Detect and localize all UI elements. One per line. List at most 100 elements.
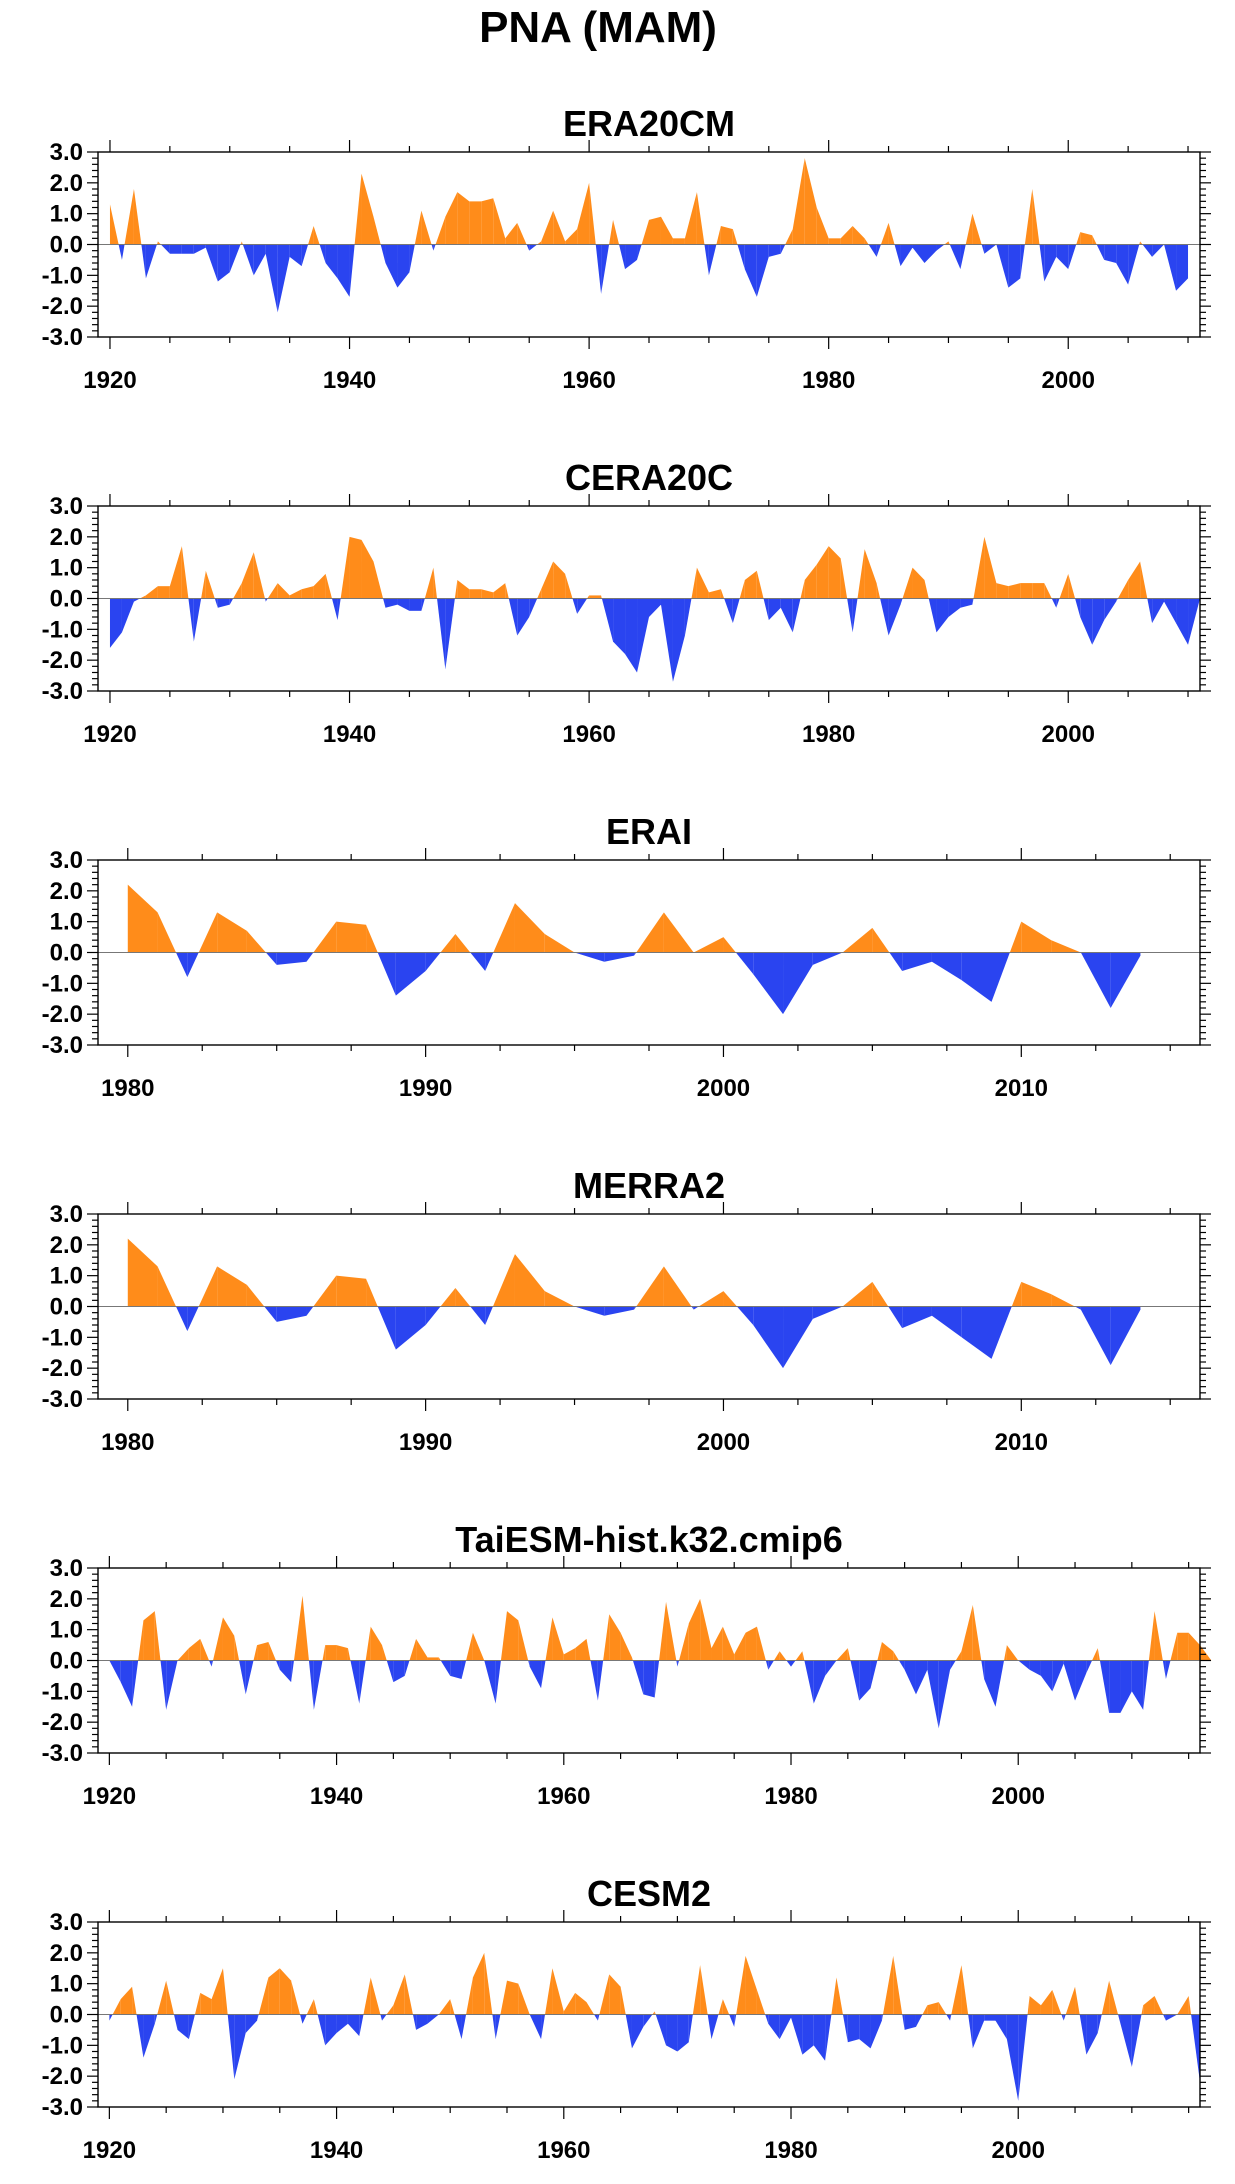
area-segment (484, 1660, 496, 1704)
x-tick-label: 2000 (697, 1429, 750, 1456)
area-segment (603, 1614, 610, 1661)
area-segment (177, 2014, 189, 2040)
area-segment (454, 580, 458, 599)
area-segment (198, 912, 218, 953)
area-segment (1116, 244, 1129, 285)
area-segment (586, 2002, 595, 2015)
area-segment (1120, 2014, 1132, 2067)
area-segment (217, 244, 230, 282)
area-segment (160, 1660, 167, 1710)
area-segment (780, 244, 786, 254)
x-tick-label: 1980 (764, 2137, 817, 2164)
area-segment (679, 1623, 689, 1661)
area-segment (397, 244, 410, 288)
area-segment (938, 1660, 951, 1729)
area-segment (1051, 598, 1057, 608)
area-segment (427, 2014, 439, 2024)
area-segment (688, 1598, 701, 1661)
area-segment (880, 222, 889, 245)
area-segment (684, 192, 697, 245)
area-segment (991, 952, 1010, 1002)
area-segment (732, 598, 740, 624)
area-segment (950, 2014, 952, 2021)
area-segment (735, 952, 754, 975)
y-tick-label: -1.0 (42, 262, 83, 289)
area-segment (676, 1660, 678, 1667)
area-segment (688, 2014, 693, 2043)
area-segment (995, 1660, 1005, 1707)
area-segment (470, 1306, 486, 1325)
area-segment (234, 2014, 246, 2080)
area-segment (968, 2014, 973, 2049)
area-segment (222, 1617, 235, 1661)
area-segment (470, 952, 486, 971)
area-segment (382, 2014, 387, 2021)
area-segment (308, 226, 314, 245)
area-segment (397, 598, 410, 611)
x-tick-label: 1960 (537, 1783, 590, 1810)
area-segment (928, 598, 937, 633)
area-segment (842, 927, 873, 953)
area-segment (1032, 583, 1045, 599)
area-segment (120, 1660, 133, 1707)
area-segment (852, 226, 865, 245)
area-segment (765, 1660, 769, 1670)
area-segment (850, 1660, 860, 1701)
area-segment (253, 552, 265, 599)
area-segment (425, 1306, 441, 1325)
area-segment (972, 1605, 982, 1661)
area-segment (495, 1660, 501, 1704)
area-segment (565, 229, 578, 245)
area-segment (265, 598, 268, 602)
area-segment (852, 598, 858, 633)
area-segment (438, 1657, 441, 1661)
area-segment (461, 1660, 467, 1679)
area-segment (1104, 598, 1117, 621)
area-segment (753, 1306, 784, 1369)
area-segment (1164, 598, 1177, 624)
area-segment (904, 2014, 916, 2030)
area-segment (868, 244, 877, 257)
area-segment (720, 589, 725, 599)
area-segment (881, 2014, 883, 2021)
area-segment (604, 952, 635, 962)
y-tick-label: 1.0 (50, 1263, 83, 1290)
y-tick-label: -3.0 (42, 2094, 83, 2121)
y-tick-label: -3.0 (42, 324, 83, 351)
area-segment (242, 244, 254, 276)
area-segment (1063, 1660, 1076, 1701)
area-segment (541, 2014, 546, 2040)
area-segment (756, 244, 769, 297)
area-segment (696, 192, 705, 245)
area-segment (711, 2014, 719, 2040)
area-segment (136, 2014, 144, 2058)
area-segment (677, 1660, 680, 1667)
area-segment (380, 244, 386, 263)
area-segment (450, 1999, 455, 2015)
area-segment (577, 182, 590, 245)
area-segment (187, 952, 199, 978)
area-segment (313, 1999, 318, 2015)
area-segment (404, 1974, 413, 2015)
area-segment (445, 598, 455, 670)
area-segment (109, 1660, 121, 1683)
area-segment (768, 598, 781, 621)
y-tick-label: 0.0 (50, 940, 83, 967)
area-segment (1075, 598, 1081, 617)
area-segment (1080, 232, 1093, 245)
area-segment (1165, 1660, 1171, 1679)
area-segment (157, 912, 177, 953)
area-segment (517, 222, 527, 245)
area-segment (613, 598, 626, 654)
area-segment (1024, 189, 1033, 245)
area-segment (109, 2014, 113, 2021)
area-segment (574, 1306, 605, 1316)
area-segment (563, 1648, 576, 1661)
area-segment (722, 1626, 735, 1661)
area-segment (160, 244, 170, 254)
area-segment (944, 241, 949, 245)
area-segment (961, 952, 992, 1002)
area-segment (109, 598, 122, 648)
area-segment (264, 1306, 277, 1322)
area-segment (495, 2014, 501, 2040)
